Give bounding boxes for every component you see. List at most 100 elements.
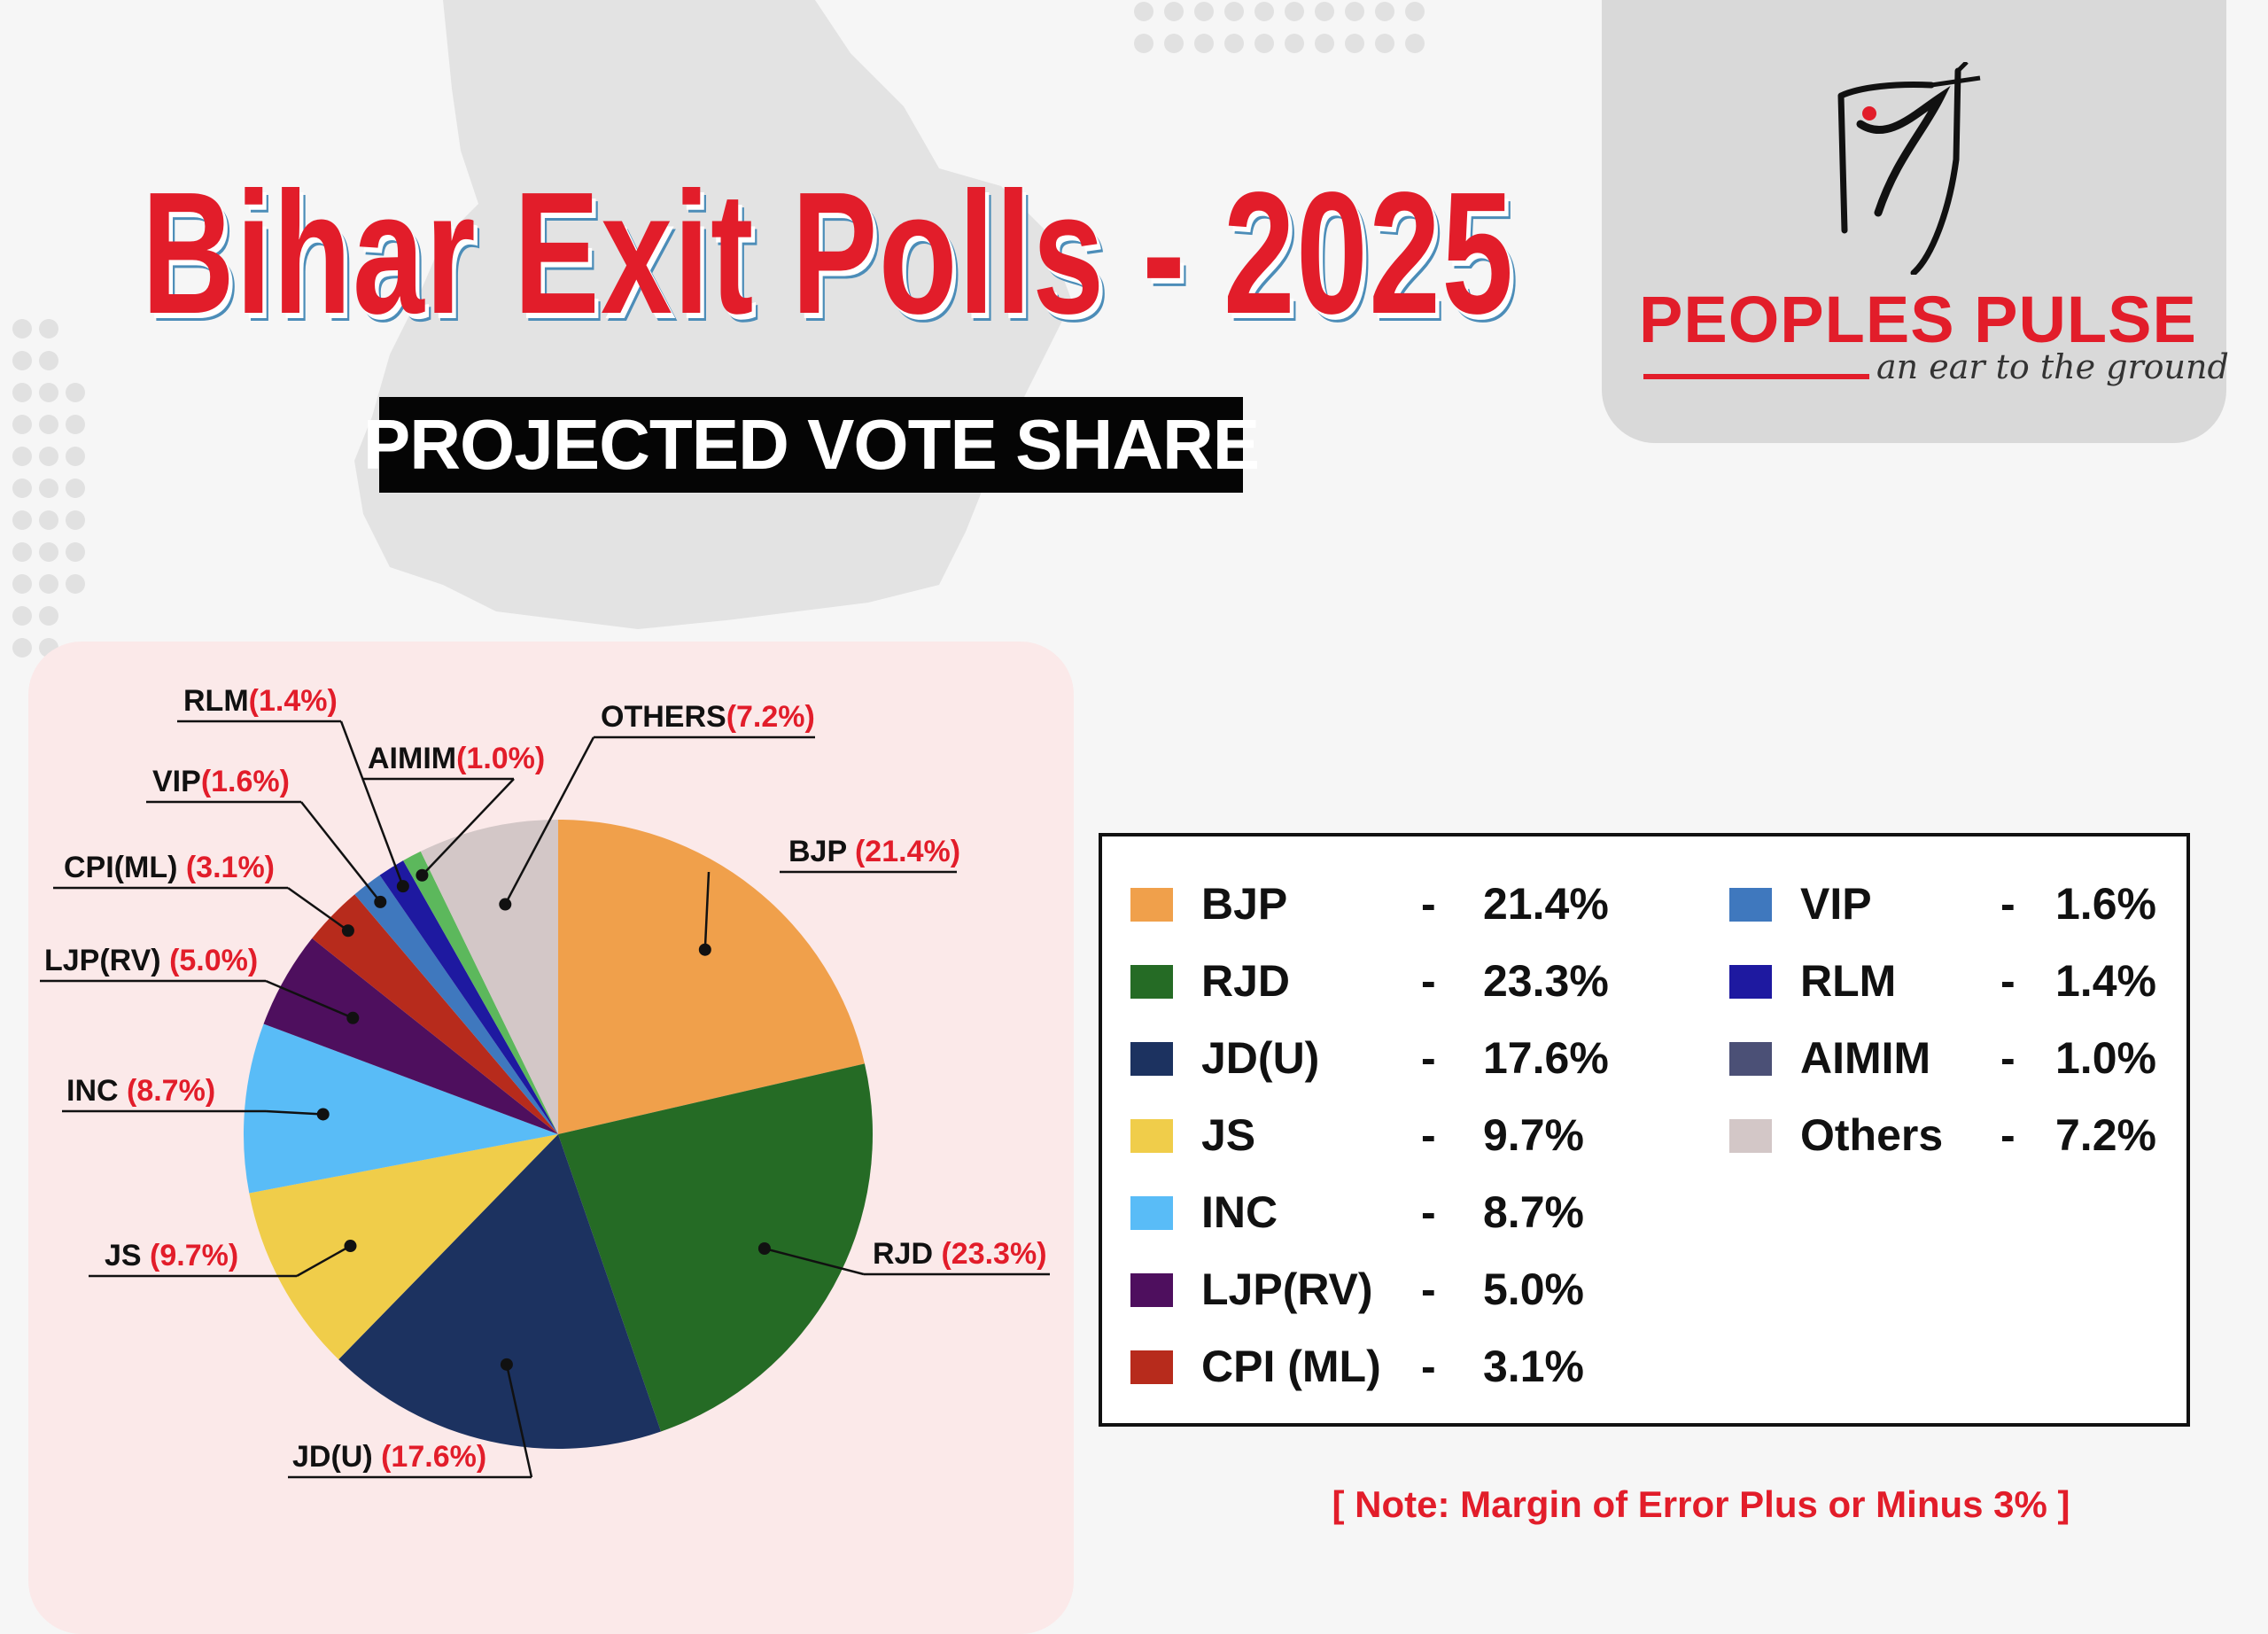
dot <box>1224 2 1244 21</box>
brand-tagline: an ear to the ground <box>1876 347 2229 386</box>
legend-dash: - <box>2000 1033 2016 1083</box>
dot <box>1285 2 1304 21</box>
legend-swatch <box>1729 1119 1772 1153</box>
dot <box>12 415 32 434</box>
dot <box>1315 2 1334 21</box>
legend-swatch <box>1729 888 1772 922</box>
leader-line <box>703 871 711 950</box>
leader-dot <box>698 943 711 956</box>
legend-value: 8.7% <box>1483 1187 1584 1237</box>
leader-line <box>504 736 595 906</box>
legend-item: VIP -1.6% <box>1729 875 2172 929</box>
pie-slice-bjp <box>558 820 865 1134</box>
dot <box>39 447 58 466</box>
legend-value: 1.0% <box>2055 1033 2156 1083</box>
dot <box>66 510 85 530</box>
legend-item: INC -8.7% <box>1130 1184 1697 1237</box>
slice-label-vip: VIP(1.6%) <box>152 765 290 798</box>
legend-value: 21.4% <box>1483 879 1609 929</box>
dot <box>66 415 85 434</box>
dot <box>12 447 32 466</box>
subtitle: PROJECTED VOTE SHARE <box>362 405 1260 484</box>
dot <box>1375 2 1394 21</box>
leader-line <box>421 778 515 876</box>
leader-dot <box>316 1108 330 1121</box>
decorative-dots-left <box>0 319 85 673</box>
pie-slice-rjd <box>558 1063 874 1432</box>
leader-line <box>764 1247 865 1276</box>
legend-swatch <box>1130 888 1173 922</box>
legend-value: 3.1% <box>1483 1342 1584 1391</box>
brand-card <box>1602 0 2226 443</box>
dot <box>12 383 32 402</box>
legend-item: RJD -23.3% <box>1130 953 1697 1006</box>
legend-label: INC <box>1201 1187 1278 1237</box>
legend-value: 7.2% <box>2055 1110 2156 1160</box>
dot <box>12 510 32 530</box>
dot <box>1224 34 1244 53</box>
brand-underline <box>1643 374 1869 379</box>
legend-dash: - <box>1421 1033 1436 1083</box>
legend-value: 1.6% <box>2055 879 2156 929</box>
pie-slice-inc <box>243 1023 558 1194</box>
legend-dash: - <box>1421 956 1436 1006</box>
dot <box>1405 34 1425 53</box>
legend-item: AIMIM -1.0% <box>1729 1030 2172 1083</box>
dot <box>1164 2 1184 21</box>
leader-dot <box>374 895 387 908</box>
peoples-pulse-logo <box>1837 62 1981 275</box>
legend-swatch <box>1130 1273 1173 1307</box>
legend-dash: - <box>2000 1110 2016 1160</box>
dot <box>12 479 32 498</box>
leader-dot <box>396 880 409 893</box>
leader-dot <box>344 1240 357 1253</box>
leader-line <box>505 1364 533 1478</box>
legend-label: Others <box>1800 1110 1944 1160</box>
legend-item: BJP -21.4% <box>1130 875 1697 929</box>
legend: BJP -21.4% RJD -23.3% JD(U) -17.6% JS -9.7% INC -… <box>1099 833 2190 1427</box>
legend-item: CPI (ML) -3.1% <box>1130 1338 1697 1391</box>
dot <box>1134 2 1153 21</box>
dot <box>1194 34 1214 53</box>
legend-dash: - <box>1421 879 1436 929</box>
legend-value: 17.6% <box>1483 1033 1609 1083</box>
slice-label-cpi-ml-: CPI(ML) (3.1%) <box>64 851 275 884</box>
legend-label: LJP(RV) <box>1201 1264 1373 1314</box>
dot <box>66 542 85 562</box>
leader-line <box>339 720 405 887</box>
legend-label: JD(U) <box>1201 1033 1320 1083</box>
dot <box>39 510 58 530</box>
leader-line <box>300 801 382 903</box>
legend-swatch <box>1130 1119 1173 1153</box>
legend-label: VIP <box>1800 879 1872 929</box>
pie-slice-aimim <box>403 851 558 1134</box>
legend-swatch <box>1130 1196 1173 1230</box>
dot <box>1405 2 1425 21</box>
slice-label-others: OTHERS(7.2%) <box>601 700 815 734</box>
dot <box>66 574 85 594</box>
slice-label-inc: INC (8.7%) <box>66 1074 215 1108</box>
subtitle-banner: PROJECTED VOTE SHARE <box>363 397 1260 493</box>
pie-chart: BJP (21.4%) RJD (23.3%) JD(U) (17.6%) JS (9… <box>40 684 1050 1479</box>
dot <box>1254 2 1274 21</box>
legend-label: RLM <box>1800 956 1897 1006</box>
legend-item: RLM -1.4% <box>1729 953 2172 1006</box>
dot <box>1285 34 1304 53</box>
decorative-dots-top <box>1134 0 1453 71</box>
legend-value: 1.4% <box>2055 956 2156 1006</box>
dot <box>1134 34 1153 53</box>
dot <box>1345 2 1364 21</box>
dot <box>39 415 58 434</box>
leader-dot <box>757 1241 771 1255</box>
dot <box>66 479 85 498</box>
legend-dash: - <box>1421 1342 1436 1391</box>
dot <box>1254 34 1274 53</box>
legend-label: CPI (ML) <box>1201 1342 1381 1391</box>
dot <box>39 542 58 562</box>
pie-slice-rlm <box>379 860 558 1134</box>
leader-dot <box>346 1011 360 1024</box>
slice-label-js: JS (9.7%) <box>105 1239 238 1272</box>
leader-line <box>296 1244 352 1278</box>
leader-line <box>265 1109 323 1116</box>
